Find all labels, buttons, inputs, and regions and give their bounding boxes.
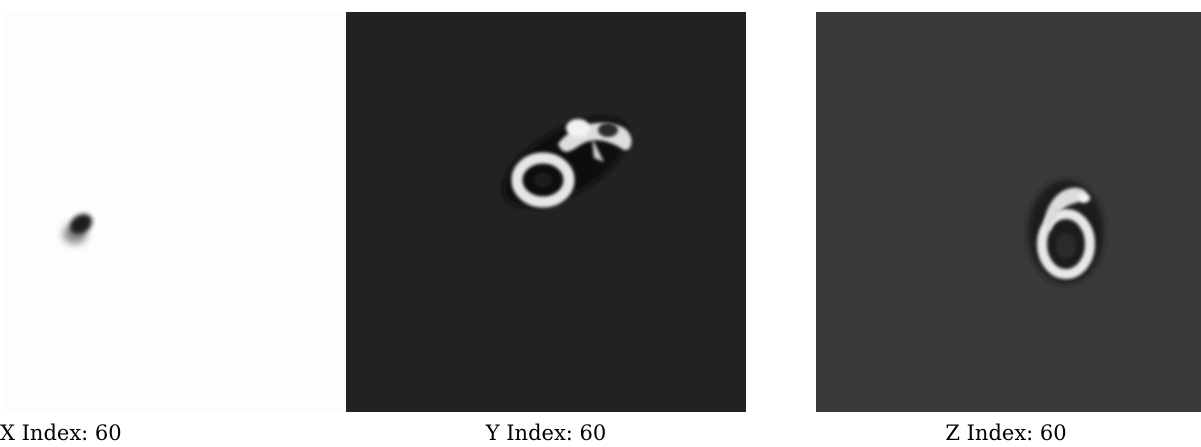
z-index-caption: Z Index: 60 [945,421,1067,445]
x-index-caption: X Index: 60 [0,421,122,445]
x-slice-blob [63,213,93,244]
x-slice-image [0,12,390,412]
z-slice-image [811,12,1201,412]
y-index-caption: Y Index: 60 [485,421,607,445]
y-slice-image [346,12,746,412]
z-slice-structure [1028,180,1104,284]
y-slice-structure [503,117,632,208]
